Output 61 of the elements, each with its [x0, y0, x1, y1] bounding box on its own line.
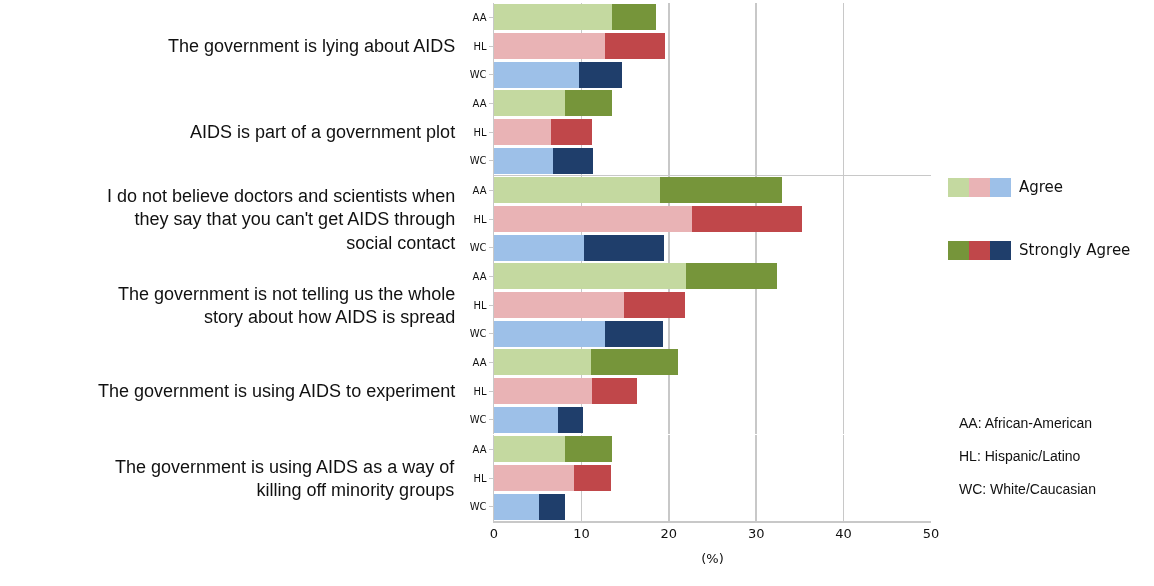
bar — [591, 378, 638, 405]
bar — [494, 148, 554, 174]
bar — [494, 378, 592, 405]
y-tick-label: AA — [472, 11, 487, 23]
x-axis-title: (%) — [701, 550, 724, 566]
bar — [557, 406, 584, 433]
x-tick-label: 50 — [922, 525, 940, 541]
y-tick-label: HL — [473, 472, 487, 483]
bar — [494, 406, 558, 433]
bar — [624, 291, 685, 318]
y-tick-label: AA — [472, 270, 487, 282]
y-tick-label: WC — [469, 241, 487, 253]
y-tick-label: HL — [473, 126, 487, 138]
x-tick-label: 40 — [835, 525, 852, 541]
x-tick-label: 10 — [573, 525, 590, 541]
bar — [494, 119, 551, 146]
y-tick-label: WC — [469, 500, 487, 512]
y-tick-label: WC — [469, 414, 487, 426]
y-tick-label: HL — [473, 40, 487, 52]
bar — [564, 435, 612, 462]
bar — [494, 464, 575, 491]
y-tick-label: WC — [469, 69, 487, 81]
y-axis-title: The government is lying about AIDS — [168, 36, 456, 56]
bar — [660, 177, 783, 203]
x-tick-label: 20 — [660, 525, 678, 541]
y-axis-title: I do not believe doctors and scientists when they say that you can't get AIDS through social contact — [107, 185, 456, 253]
bar — [605, 33, 666, 59]
x-tick-label: 0 — [489, 525, 499, 541]
bar — [494, 205, 692, 232]
y-tick-label: AA — [472, 98, 487, 110]
y-tick-label: AA — [472, 443, 487, 455]
bar — [494, 263, 687, 290]
bar — [550, 119, 592, 146]
y-axis-title: The government is using AIDS to experiment — [98, 381, 456, 402]
bar — [686, 263, 778, 290]
bar — [494, 33, 605, 59]
y-tick-label: HL — [473, 385, 487, 397]
bar — [553, 148, 593, 174]
x-tick-label: 30 — [747, 525, 765, 541]
text: WC: White/Caucasian — [959, 480, 1096, 497]
y-tick-label: AA — [472, 357, 487, 369]
bar — [539, 493, 565, 520]
y-tick-label: WC — [469, 155, 487, 167]
bar — [574, 464, 612, 491]
bar — [494, 4, 612, 31]
y-axis-title: AIDS is part of a government plot — [190, 122, 456, 143]
text: AA: African-American — [959, 414, 1093, 431]
bar — [691, 205, 802, 232]
legend-label: Agree — [1019, 178, 1064, 197]
y-axis-title: The government is using AIDS as a way of killing off minority groups — [115, 456, 456, 500]
bar — [611, 4, 656, 31]
text: HL: Hispanic/Latino — [959, 447, 1081, 464]
y-axis-title: The government is not telling us the whole story about how AIDS is spread — [118, 283, 456, 328]
y-tick-label: WC — [469, 328, 487, 340]
bar — [494, 493, 540, 520]
bar — [494, 177, 661, 203]
y-tick-label: HL — [473, 299, 487, 311]
y-tick-label: HL — [473, 213, 487, 225]
legend-label: Strongly Agree — [1019, 241, 1131, 260]
y-tick-label: AA — [472, 184, 487, 196]
bar — [494, 291, 625, 318]
